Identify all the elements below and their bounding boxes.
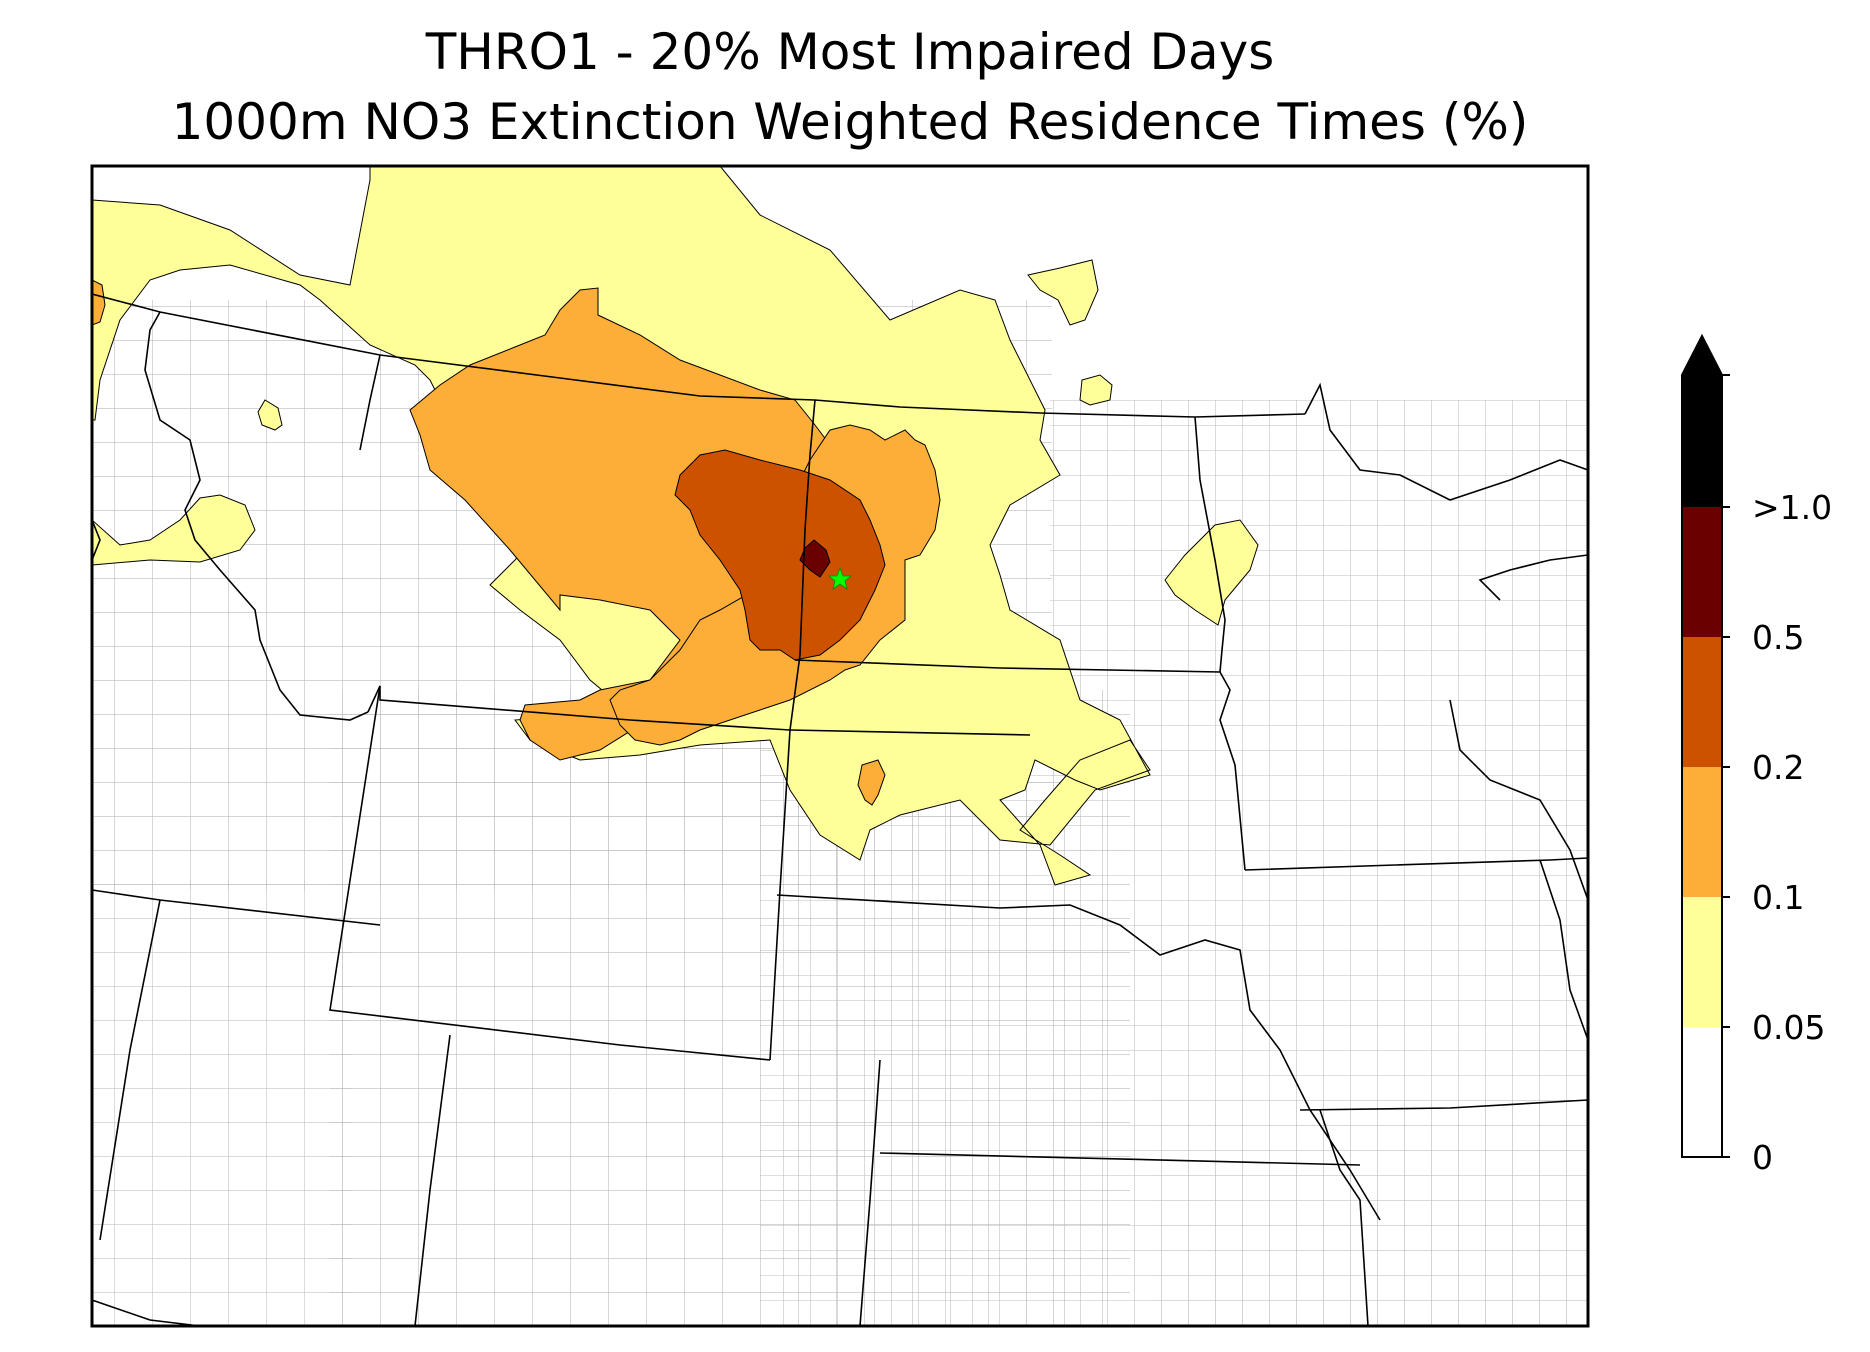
colorbar-ticks — [1722, 374, 1730, 1158]
contour-level-0.2-0.5 — [674, 449, 886, 661]
colorbar-tick-label: >1.0 — [1752, 488, 1833, 527]
colorbar-segment-gt-1.0 — [1682, 375, 1722, 507]
map-frame — [90, 164, 1590, 1328]
title-line-2: 1000m NO3 Extinction Weighted Residence … — [171, 93, 1529, 151]
colorbar — [1681, 333, 1730, 1158]
colorbar-tick-label: 0.2 — [1752, 748, 1805, 787]
colorbar-extend-arrow — [1682, 336, 1722, 375]
state-boundaries — [92, 293, 1588, 1326]
star-icon — [827, 566, 853, 590]
colorbar-segment-0.1-0.2 — [1682, 767, 1722, 897]
colorbar-tick-label: 0.1 — [1752, 878, 1805, 917]
title-line-1: THRO1 - 20% Most Impaired Days — [425, 23, 1275, 81]
colorbar-segment-0.05-0.1 — [1682, 897, 1722, 1027]
map-area — [92, 166, 1588, 1326]
colorbar-segment-0-0.05 — [1682, 1027, 1722, 1157]
colorbar-tick-label: 0 — [1752, 1138, 1773, 1177]
colorbar-segment-0.2-0.5 — [1682, 637, 1722, 767]
colorbar-tick-label: 0.05 — [1752, 1008, 1826, 1047]
site-marker — [827, 566, 853, 590]
colorbar-segment-0.5-1.0 — [1682, 507, 1722, 637]
colorbar-tick-label: 0.5 — [1752, 618, 1805, 657]
